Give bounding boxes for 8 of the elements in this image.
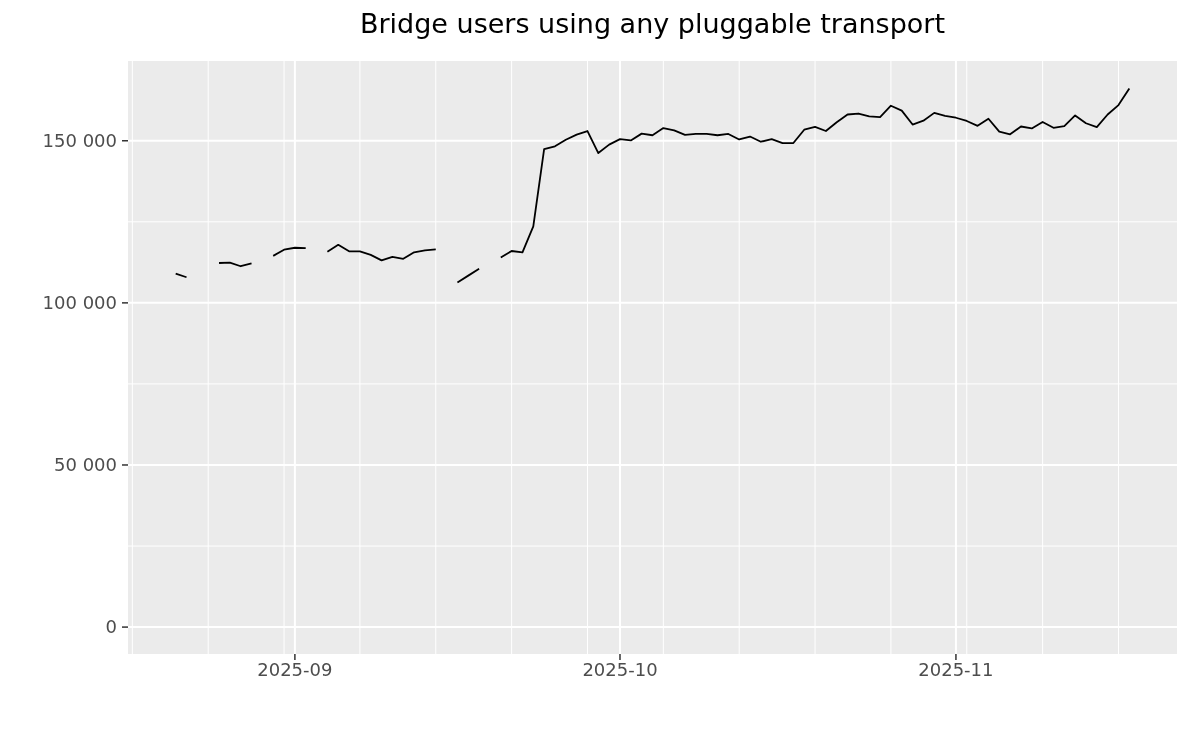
- x-tick-label: 2025-11: [918, 658, 994, 680]
- y-tick-label: 0: [105, 616, 117, 638]
- y-tick-label: 100 000: [42, 292, 117, 314]
- y-tick-label: 50 000: [54, 454, 117, 476]
- x-tick-label: 2025-10: [582, 658, 658, 680]
- x-tick-label: 2025-09: [257, 658, 333, 680]
- chart-title: Bridge users using any pluggable transport: [358, 8, 946, 40]
- y-tick-label: 150 000: [42, 130, 117, 152]
